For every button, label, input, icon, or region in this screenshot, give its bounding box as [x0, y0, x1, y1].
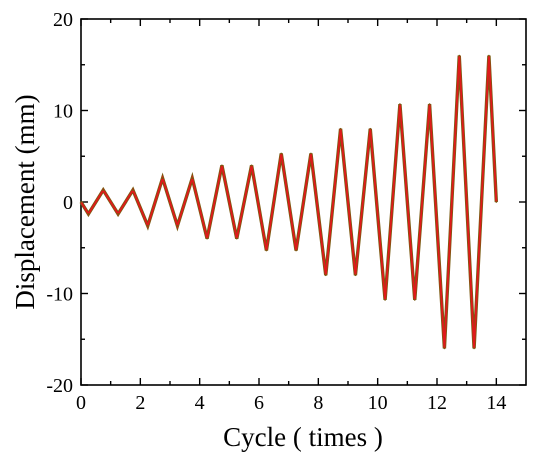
- data-point: [102, 189, 105, 192]
- y-tick-label: -10: [46, 284, 73, 306]
- data-point: [488, 54, 490, 57]
- data-point: [339, 127, 342, 130]
- data-point: [443, 347, 446, 350]
- x-tick-label: 2: [135, 392, 145, 414]
- data-point: [132, 189, 134, 192]
- data-point: [413, 299, 416, 301]
- data-point: [324, 274, 327, 277]
- y-axis-label: Displacement (mm): [10, 94, 40, 309]
- data-point: [235, 237, 238, 240]
- data-point: [295, 249, 297, 252]
- data-point: [428, 103, 431, 105]
- data-point: [146, 224, 149, 227]
- data-point: [369, 127, 372, 130]
- data-point: [310, 152, 312, 155]
- data-point: [206, 237, 208, 240]
- x-tick-label: 14: [486, 392, 506, 414]
- data-point: [280, 152, 283, 155]
- data-point: [473, 347, 475, 350]
- data-point: [117, 213, 119, 215]
- x-tick-label: 12: [427, 392, 447, 414]
- x-tick-label: 6: [254, 392, 264, 414]
- data-point: [354, 274, 357, 277]
- y-tick-label: 0: [63, 192, 73, 214]
- series-line: [80, 55, 498, 349]
- data-point: [250, 164, 253, 167]
- x-axis-label: Cycle ( times ): [223, 422, 383, 452]
- tick-labels: 0 2 4 6 8 10 12 14 -20 -10 0 10 20: [46, 9, 506, 414]
- data-point: [80, 201, 82, 203]
- y-tick-label: 10: [53, 101, 73, 123]
- data-point: [87, 213, 90, 215]
- x-tick-label: 0: [76, 392, 86, 414]
- data-point: [176, 224, 179, 227]
- data-point: [399, 103, 401, 105]
- x-tick-label: 8: [313, 392, 323, 414]
- x-tick-label: 4: [195, 392, 205, 414]
- axis-ticks: [80, 18, 526, 386]
- data-point: [161, 177, 164, 180]
- series-layer: [79, 54, 499, 350]
- data-point: [221, 164, 223, 167]
- data-point: [384, 299, 386, 301]
- data-point: [458, 54, 461, 57]
- y-tick-label: -20: [46, 375, 73, 397]
- data-point: [265, 249, 268, 252]
- data-point: [495, 201, 498, 203]
- x-tick-label: 10: [368, 392, 388, 414]
- data-point: [191, 177, 194, 180]
- y-tick-label: 20: [53, 9, 73, 31]
